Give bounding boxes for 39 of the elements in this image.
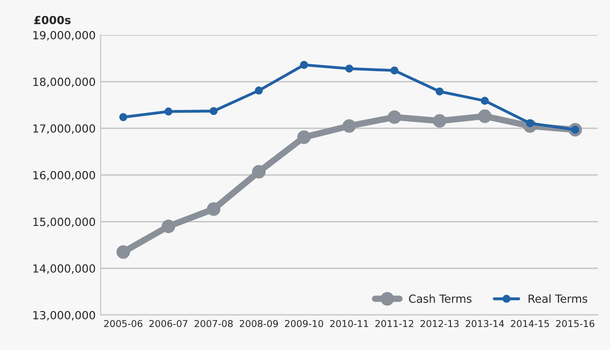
point — [436, 87, 444, 96]
point — [162, 220, 176, 234]
x-tick-label: 2011-12 — [375, 320, 414, 328]
y-tick-label: 17,000,000 — [33, 124, 96, 134]
y-tick-label: 16,000,000 — [33, 170, 96, 181]
y-tick-label: 18,000,000 — [33, 78, 96, 88]
point — [390, 66, 398, 74]
point — [300, 60, 308, 69]
y-tick-label: 14,000,000 — [33, 264, 96, 274]
legend-label: Cash Terms — [409, 294, 472, 303]
point — [164, 108, 172, 116]
x-tick-label: 2007-08 — [194, 320, 233, 328]
x-tick-label: 2006-07 — [149, 320, 188, 328]
point — [478, 109, 492, 123]
point — [210, 107, 218, 116]
y-axis-title: £000s — [34, 16, 71, 24]
x-tick-label: 2015-16 — [556, 320, 594, 328]
point — [206, 202, 220, 216]
x-tick-label: 2005-06 — [104, 320, 142, 328]
x-tick-label: 2009-10 — [284, 320, 324, 328]
y-tick-label: 19,000,000 — [33, 30, 96, 41]
y-tick-label: 15,000,000 — [33, 218, 96, 228]
point — [388, 110, 402, 124]
point — [480, 96, 489, 105]
point — [297, 130, 311, 144]
point — [432, 114, 446, 128]
point — [119, 113, 128, 122]
point — [116, 245, 130, 259]
x-tick-label: 2014-15 — [510, 320, 549, 328]
x-tick-label: 2012-13 — [420, 320, 459, 328]
point — [342, 119, 356, 133]
x-tick-label: 2008-09 — [240, 320, 278, 328]
legend-label: Real Terms — [528, 294, 588, 303]
point — [345, 64, 354, 73]
x-tick-label: 2013-14 — [466, 320, 504, 328]
y-tick-label: 13,000,000 — [33, 310, 96, 321]
point — [252, 164, 266, 179]
x-tick-label: 2010-11 — [330, 320, 368, 328]
point — [254, 86, 263, 95]
